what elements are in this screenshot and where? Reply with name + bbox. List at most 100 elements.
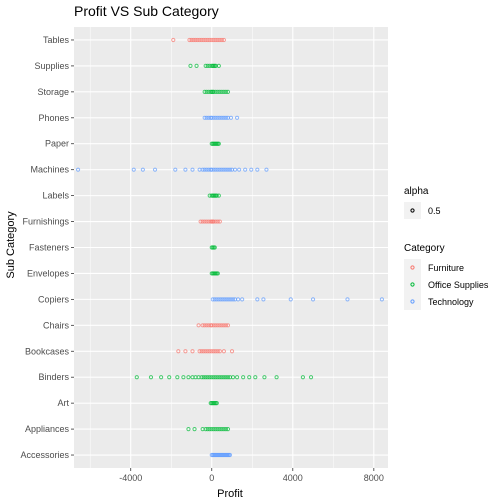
data-point — [264, 167, 269, 172]
chart-title: Profit VS Sub Category — [74, 3, 219, 19]
data-point — [215, 219, 220, 224]
data-point — [213, 115, 218, 120]
data-point — [225, 323, 231, 328]
data-point — [223, 426, 229, 432]
data-point — [227, 452, 233, 458]
data-point — [140, 167, 145, 172]
data-point — [217, 37, 222, 43]
data-point — [216, 193, 221, 198]
data-point — [131, 167, 136, 172]
data-point — [207, 349, 212, 354]
data-point — [215, 349, 220, 354]
x-tick-label: 0 — [209, 473, 214, 483]
data-point — [194, 63, 199, 69]
data-point — [202, 115, 207, 120]
data-point — [215, 167, 220, 172]
data-point — [211, 89, 216, 94]
data-point — [215, 89, 220, 94]
data-point — [202, 323, 207, 328]
y-tick-label: Supplies — [34, 61, 69, 71]
data-point — [192, 426, 197, 432]
data-point — [187, 37, 192, 43]
data-point — [234, 375, 240, 380]
data-point — [219, 115, 224, 120]
data-point — [200, 219, 205, 224]
data-point — [207, 375, 212, 380]
data-point — [211, 375, 216, 380]
data-point — [196, 323, 201, 328]
y-axis-title: Sub Category — [5, 211, 17, 279]
data-point — [75, 167, 81, 172]
data-point — [221, 323, 227, 328]
data-point — [221, 375, 227, 380]
data-point — [221, 349, 227, 354]
y-tick-label: Fasteners — [29, 243, 70, 253]
legend-dot — [410, 265, 415, 270]
data-point — [197, 349, 202, 354]
data-point — [225, 426, 231, 432]
y-tick-label: Paper — [45, 139, 69, 149]
y-tick-label: Furnishings — [22, 217, 69, 227]
legend-key — [404, 259, 421, 276]
legend-label: Technology — [428, 297, 474, 307]
data-point — [186, 426, 191, 432]
data-point — [207, 37, 212, 43]
data-point — [213, 375, 218, 380]
data-point — [223, 323, 229, 328]
legend-label: Office Supplies — [428, 280, 489, 290]
data-point — [221, 426, 227, 432]
data-point — [148, 375, 154, 380]
legend: alpha 0.5 Category Furniture Office Suppl… — [404, 186, 489, 310]
data-point — [203, 349, 208, 354]
data-point — [219, 426, 224, 432]
x-tick-label: 8000 — [364, 473, 384, 483]
data-point — [234, 115, 240, 120]
data-point — [212, 297, 217, 302]
legend-dot — [410, 299, 415, 304]
data-point — [203, 63, 208, 69]
data-point — [204, 115, 209, 120]
legend-label: Furniture — [428, 263, 464, 273]
data-point — [199, 349, 204, 354]
series-office-supplies — [134, 63, 314, 432]
data-point — [188, 63, 193, 69]
data-point — [209, 37, 214, 43]
data-point — [216, 297, 221, 302]
data-point — [183, 167, 188, 172]
data-point — [232, 167, 238, 172]
data-point — [152, 167, 158, 172]
y-tick-label: Machines — [30, 165, 69, 175]
legend-alpha-title: alpha — [404, 186, 429, 197]
data-point — [345, 297, 350, 302]
y-tick-label: Phones — [38, 113, 69, 123]
data-point — [226, 297, 232, 302]
data-point — [213, 349, 218, 354]
data-point — [212, 245, 217, 250]
x-axis-title: Profit — [217, 488, 243, 500]
data-point — [288, 297, 293, 302]
data-point — [211, 323, 216, 328]
data-point — [219, 323, 224, 328]
data-point — [205, 349, 210, 354]
data-point — [200, 167, 205, 172]
data-point — [217, 323, 222, 328]
data-point — [310, 297, 316, 302]
data-point — [204, 323, 209, 328]
data-point — [215, 375, 220, 380]
data-point — [171, 37, 176, 43]
data-point — [159, 375, 164, 380]
data-point — [204, 167, 209, 172]
data-point — [209, 167, 214, 172]
data-point — [202, 219, 207, 224]
data-point — [228, 115, 234, 120]
data-point — [181, 375, 186, 380]
data-point — [189, 37, 194, 43]
data-point — [202, 89, 207, 94]
data-point — [249, 167, 254, 172]
data-point — [211, 37, 216, 43]
y-tick-label: Bookcases — [25, 346, 70, 356]
data-point — [204, 219, 209, 224]
data-point — [253, 375, 258, 380]
data-point — [219, 37, 224, 43]
